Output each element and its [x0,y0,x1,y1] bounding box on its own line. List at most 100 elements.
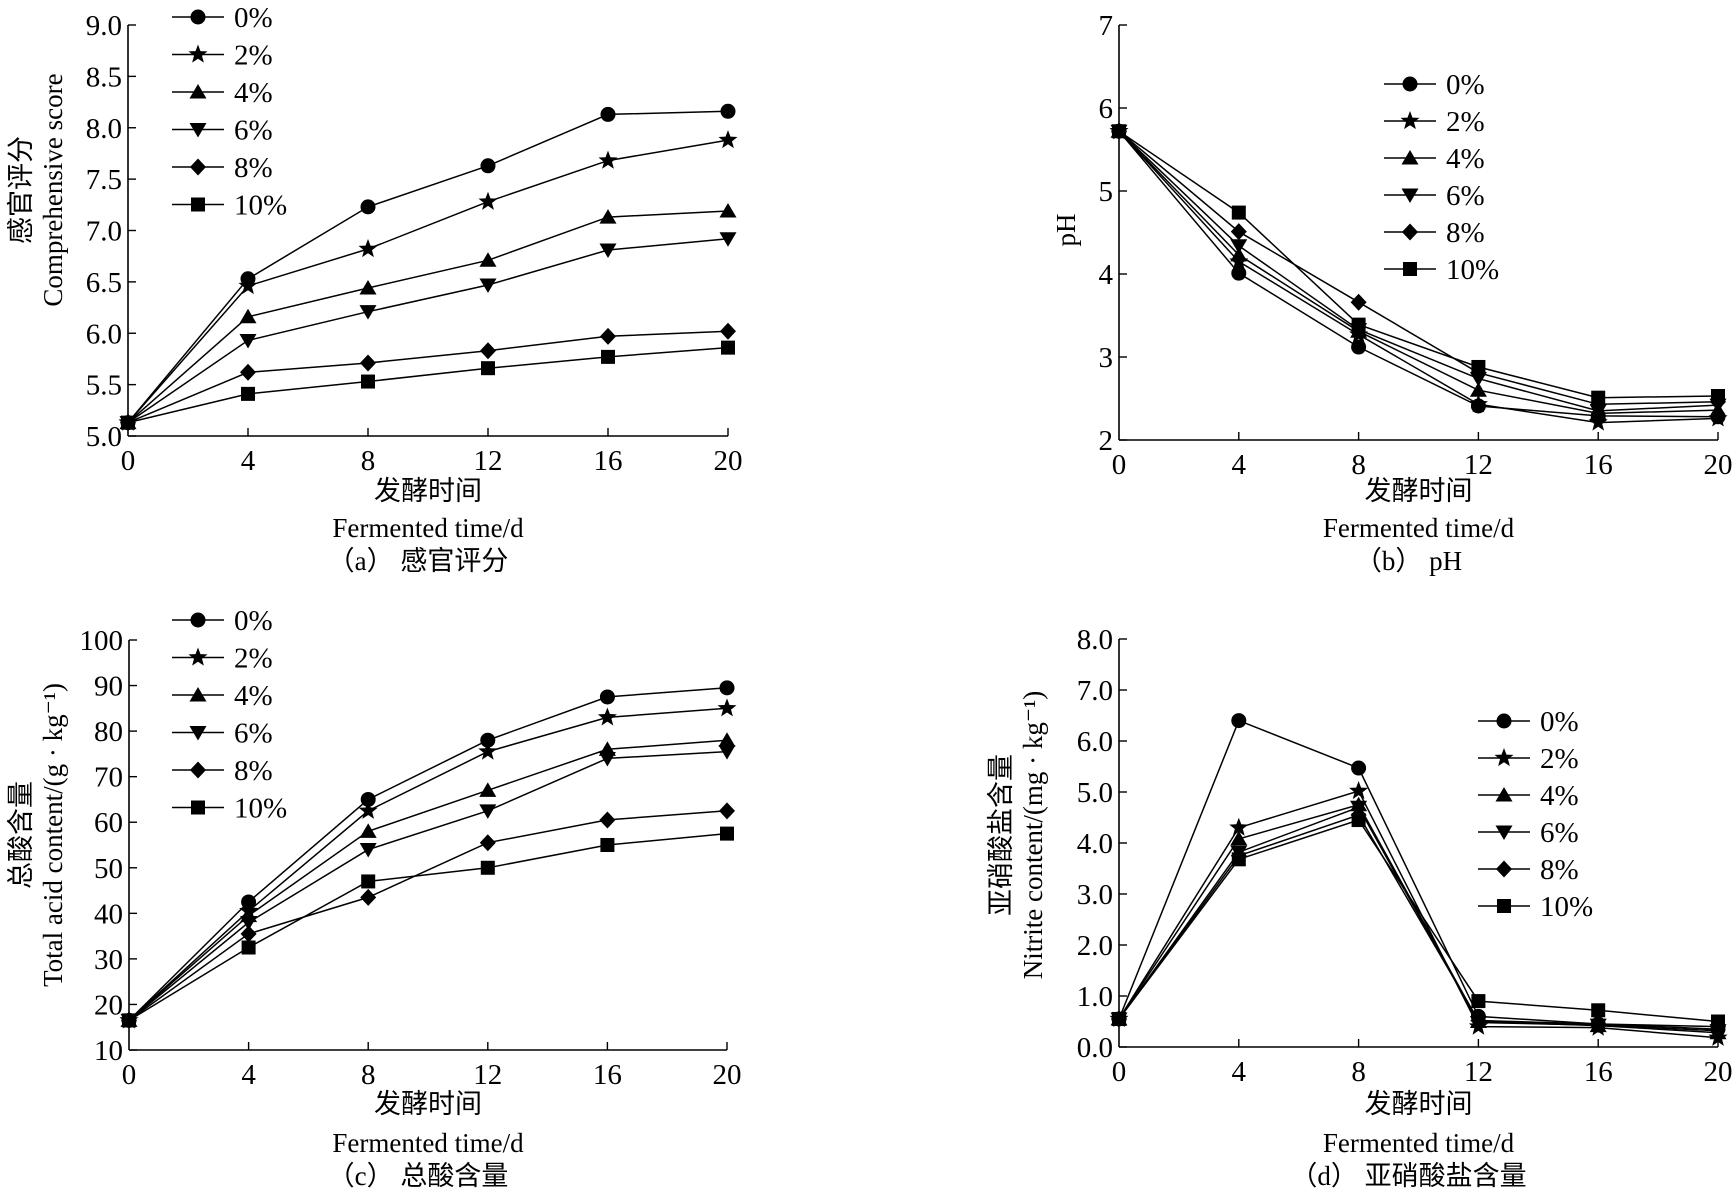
legend-marker [189,84,207,99]
series-0pct [1111,713,1726,1037]
data-point [480,860,495,875]
data-point [238,275,258,295]
y-tick-label: 60 [94,807,123,839]
data-point [1230,246,1248,262]
x-tick-label: 12 [1464,1056,1493,1088]
legend-label: 0% [1540,706,1579,738]
legend-marker [1494,748,1514,767]
panel-caption: （b） pH [1355,546,1462,576]
legend-label: 6% [234,718,273,750]
legend: 0% 2% 4% 6% 8% 10% [172,605,287,825]
legend-item: 4% [1384,143,1485,175]
data-point [121,415,135,430]
data-point [1230,830,1248,846]
data-point [721,340,735,355]
legend-label: 10% [234,190,287,222]
y-tick-label: 80 [94,716,123,748]
data-point [359,305,377,320]
x-axis-label-en: Fermented time/d [332,1128,524,1158]
y-tick-label: 5.0 [86,421,122,453]
y-tick-label: 40 [94,898,123,930]
y-tick-label: 0.0 [1077,1032,1113,1064]
y-tick-label: 10 [94,1035,123,1067]
x-tick-label: 16 [1584,1056,1613,1088]
series-2pct [118,130,738,431]
legend-item: 0% [172,605,273,637]
series-line [1118,130,1719,406]
data-point [1351,317,1366,332]
legend-label: 2% [234,643,273,675]
series-line [128,750,728,1021]
series-6pct [1110,124,1727,419]
legend-label: 4% [1540,780,1579,812]
x-tick-label: 4 [1232,449,1247,481]
legend-item: 0% [172,2,273,34]
x-tick-label: 8 [361,1059,376,1091]
data-point [1591,1003,1606,1018]
x-tick-label: 4 [241,445,256,477]
data-point [360,199,376,215]
data-point [360,791,376,807]
data-point [719,202,737,218]
legend-marker [191,800,205,815]
x-tick-label: 8 [1351,1056,1366,1088]
y-tick-label: 8.0 [1077,624,1113,656]
data-point [1112,124,1126,139]
x-tick-label: 4 [241,1059,256,1091]
legend-item: 4% [1478,780,1579,812]
data-point [480,158,496,174]
x-tick-label: 12 [1464,449,1493,481]
y-tick-label: 4 [1099,259,1114,291]
series-4pct [1110,123,1727,420]
series-line [128,832,728,1022]
x-tick-label: 0 [1112,449,1127,481]
series-10pct [1112,124,1725,405]
data-point [479,782,497,797]
data-point [718,745,736,760]
data-point [599,209,617,224]
series-line [127,237,729,424]
series-6pct [120,745,736,1029]
x-tick-label: 12 [474,445,503,477]
x-tick-label: 20 [714,445,743,477]
legend-marker [190,9,206,25]
series-8pct [121,802,735,1029]
x-tick-label: 8 [1351,449,1366,481]
series-8pct [120,322,736,432]
y-tick-label: 6.0 [1077,726,1113,758]
y-tick-label: 5.0 [1077,777,1113,809]
legend-item: 10% [172,190,287,222]
series-10pct [122,826,734,1028]
legend-marker [190,158,206,176]
series-6pct [1110,800,1727,1039]
legend-item: 8% [172,152,273,184]
data-point [1230,239,1248,254]
panel-b: 2 3 4 5 6 7 0 4 8 12 16 20 发酵时间 Fermented time/d（b） p… [1051,10,1733,576]
x-axis-label-cn: 发酵时间 [1365,476,1473,506]
data-point [1591,390,1606,405]
data-point [1350,293,1367,311]
legend-marker [1401,150,1419,165]
series-8pct [1111,806,1726,1036]
y-tick-label: 5 [1099,176,1114,208]
legend-label: 0% [234,605,273,637]
x-tick-label: 0 [121,445,136,477]
x-axis-label-cn: 发酵时间 [374,1089,482,1119]
panel-caption: （d） 亚硝酸盐含量 [1290,1161,1526,1191]
y-axis-label-en: Nitrite content/(mg · kg⁻¹) [1018,691,1048,980]
legend-item: 0% [1384,69,1485,101]
legend-marker [189,123,207,138]
series-line [128,810,728,1022]
y-tick-label: 70 [94,762,123,794]
data-point [720,103,736,119]
x-tick-label: 16 [594,445,623,477]
data-point [241,940,256,955]
data-point [1470,1011,1487,1029]
series-line [127,346,729,424]
data-point [122,1013,136,1028]
y-tick-label: 6 [1099,93,1114,125]
legend-marker [1401,188,1419,203]
series-line [1118,814,1719,1028]
legend-label: 10% [1446,254,1499,286]
legend-item: 10% [172,793,287,825]
